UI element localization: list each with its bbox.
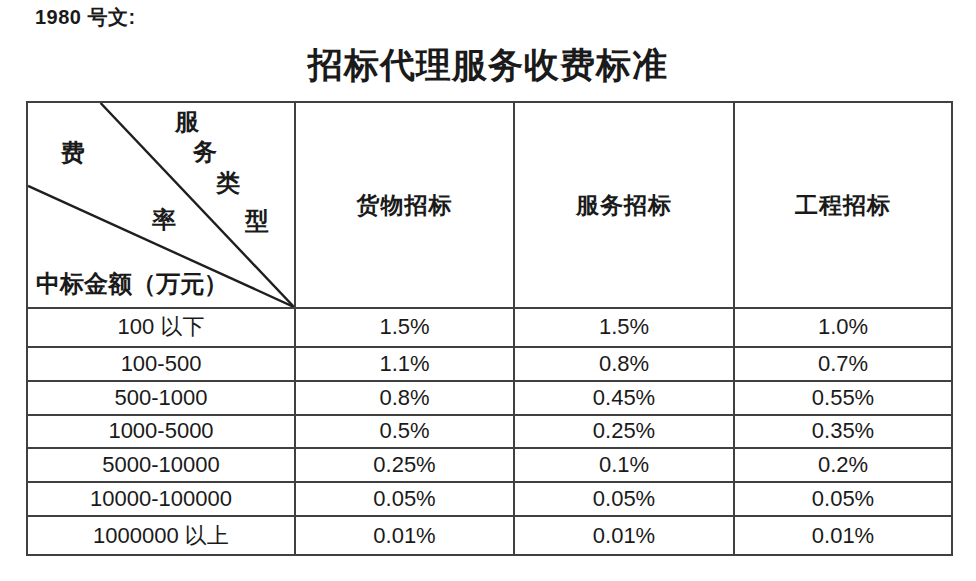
- table-row: 500-1000 0.8% 0.45% 0.55%: [27, 381, 952, 415]
- corner-service-type-char: 务: [193, 140, 217, 164]
- table-row: 5000-10000 0.25% 0.1% 0.2%: [27, 448, 952, 482]
- amount-range-cell: 5000-10000: [27, 448, 295, 482]
- table-row: 1000-5000 0.5% 0.25% 0.35%: [27, 415, 952, 449]
- rate-cell: 0.55%: [734, 381, 952, 415]
- rate-cell: 0.25%: [295, 448, 514, 482]
- document-page: 1980 号文: 招标代理服务收费标准 服 务 类 型 费: [0, 0, 976, 581]
- corner-fee-rate-char: 率: [152, 208, 176, 232]
- rate-cell: 0.35%: [734, 415, 952, 449]
- page-title: 招标代理服务收费标准: [0, 42, 976, 89]
- table-corner-cell: 服 务 类 型 费 率 中标金额（万元）: [27, 102, 295, 308]
- rate-cell: 1.1%: [295, 347, 514, 381]
- table-row: 10000-100000 0.05% 0.05% 0.05%: [27, 482, 952, 516]
- table-header-row: 服 务 类 型 费 率 中标金额（万元） 货物招标 服务招标 工程招标: [27, 102, 952, 308]
- corner-fee-rate-char: 费: [61, 141, 85, 165]
- table-row: 100 以下 1.5% 1.5% 1.0%: [27, 308, 952, 347]
- rate-cell: 0.5%: [295, 415, 514, 449]
- rate-cell: 0.2%: [734, 448, 952, 482]
- rate-cell: 0.01%: [295, 516, 514, 555]
- rate-cell: 0.25%: [514, 415, 734, 449]
- rate-cell: 1.0%: [734, 308, 952, 347]
- fee-standard-table: 服 务 类 型 费 率 中标金额（万元） 货物招标 服务招标 工程招标 100 …: [26, 101, 953, 556]
- amount-range-cell: 1000000 以上: [27, 516, 295, 555]
- table-row: 100-500 1.1% 0.8% 0.7%: [27, 347, 952, 381]
- rate-cell: 0.7%: [734, 347, 952, 381]
- rate-cell: 1.5%: [295, 308, 514, 347]
- rate-cell: 0.05%: [734, 482, 952, 516]
- rate-cell: 0.01%: [734, 516, 952, 555]
- amount-range-cell: 10000-100000: [27, 482, 295, 516]
- rate-cell: 0.1%: [514, 448, 734, 482]
- amount-range-cell: 500-1000: [27, 381, 295, 415]
- amount-range-cell: 1000-5000: [27, 415, 295, 449]
- rate-cell: 0.8%: [514, 347, 734, 381]
- column-header-project-bidding: 工程招标: [734, 102, 952, 308]
- column-header-goods-bidding: 货物招标: [295, 102, 514, 308]
- corner-service-type-char: 类: [216, 171, 240, 195]
- rate-cell: 0.8%: [295, 381, 514, 415]
- amount-range-cell: 100-500: [27, 347, 295, 381]
- table-row: 1000000 以上 0.01% 0.01% 0.01%: [27, 516, 952, 555]
- rate-cell: 0.01%: [514, 516, 734, 555]
- corner-service-type-char: 型: [245, 209, 269, 233]
- rate-cell: 0.05%: [295, 482, 514, 516]
- amount-range-cell: 100 以下: [27, 308, 295, 347]
- column-header-service-bidding: 服务招标: [514, 102, 734, 308]
- document-ref-label: 1980 号文:: [35, 4, 136, 31]
- rate-cell: 0.05%: [514, 482, 734, 516]
- corner-service-type-char: 服: [175, 110, 199, 134]
- corner-amount-label: 中标金额（万元）: [36, 270, 228, 299]
- rate-cell: 1.5%: [514, 308, 734, 347]
- rate-cell: 0.45%: [514, 381, 734, 415]
